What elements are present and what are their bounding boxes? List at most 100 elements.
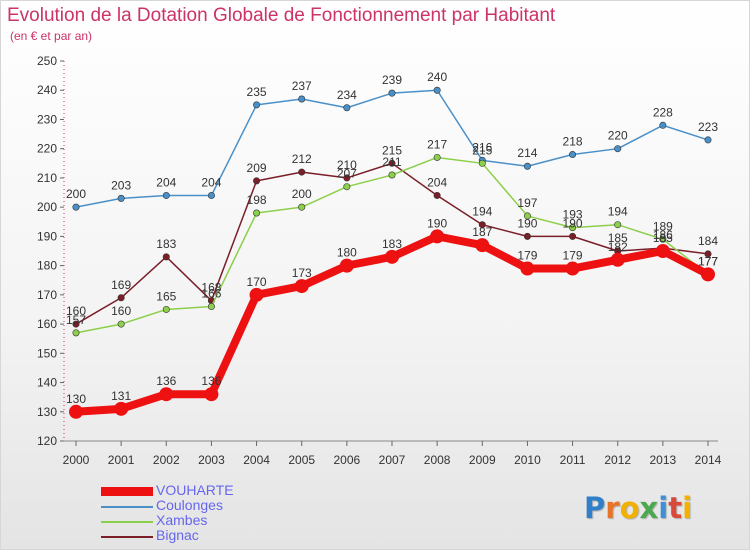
x-tick-label: 2009 (469, 453, 496, 467)
data-point-vouharte (159, 387, 174, 402)
data-label-vouharte: 187 (472, 225, 492, 239)
data-point-xambes (478, 159, 486, 167)
data-point-xambes (298, 203, 306, 211)
data-point-vouharte (655, 244, 670, 258)
data-label-xambes: 217 (427, 137, 447, 151)
data-label-bignac: 194 (472, 205, 492, 219)
data-label-bignac: 209 (247, 161, 267, 175)
data-label-xambes: 215 (472, 143, 492, 157)
data-point-xambes (569, 224, 577, 232)
data-label-bignac: 184 (698, 234, 718, 248)
data-point-vouharte (565, 261, 580, 276)
data-point-vouharte (249, 287, 264, 302)
data-point-vouharte (114, 401, 129, 416)
series-vouharte (69, 229, 715, 419)
y-tick-label: 180 (37, 259, 57, 273)
series-bignac (72, 159, 712, 328)
data-point-bignac (253, 177, 261, 185)
x-tick-label: 2013 (650, 453, 677, 467)
data-label-vouharte: 185 (653, 231, 673, 245)
data-point-xambes (162, 305, 170, 313)
x-tick-label: 2008 (424, 453, 451, 467)
data-label-xambes: 193 (563, 208, 583, 222)
data-point-bignac (72, 320, 80, 328)
x-tick-label: 2000 (63, 453, 90, 467)
data-label-bignac: 215 (382, 143, 402, 157)
data-label-vouharte: 136 (201, 374, 221, 388)
data-label-bignac: 183 (156, 237, 176, 251)
series-layer (69, 86, 715, 419)
data-label-coulonges: 228 (653, 105, 673, 119)
data-point-bignac (117, 294, 125, 302)
legend-swatch-vouharte (101, 487, 153, 496)
data-label-xambes: 177 (698, 254, 718, 268)
y-tick-label: 210 (37, 171, 57, 185)
legend-label-coulonges: Coulonges (156, 497, 223, 513)
x-tick-label: 2005 (288, 453, 315, 467)
data-label-bignac: 190 (563, 216, 583, 230)
data-point-coulonges (343, 104, 351, 112)
data-point-coulonges (433, 86, 441, 94)
proxiti-logo: Proxiti (584, 491, 692, 525)
legend-swatch-xambes (101, 520, 153, 523)
data-label-coulonges: 240 (427, 70, 447, 84)
legend-label-vouharte: VOUHARTE (156, 482, 234, 498)
data-label-coulonges: 203 (111, 178, 131, 192)
x-tick-label: 2012 (604, 453, 631, 467)
y-tick-label: 120 (37, 434, 57, 448)
y-tick-label: 230 (37, 112, 57, 126)
legend-swatch-coulonges (101, 505, 153, 508)
data-point-vouharte (385, 249, 399, 264)
data-label-coulonges: 214 (517, 146, 537, 160)
data-point-vouharte (475, 238, 490, 253)
data-point-bignac (298, 168, 306, 176)
data-label-coulonges: 204 (156, 175, 176, 189)
data-point-vouharte (339, 258, 354, 273)
data-point-coulonges (614, 145, 622, 153)
data-point-coulonges (523, 162, 531, 170)
data-label-bignac: 185 (608, 231, 628, 245)
data-point-bignac (704, 250, 712, 258)
x-tick-label: 2010 (514, 453, 541, 467)
data-label-xambes: 157 (66, 313, 86, 327)
data-point-bignac (162, 253, 170, 261)
data-label-coulonges: 235 (247, 85, 267, 99)
data-point-xambes (117, 320, 125, 328)
data-label-xambes: 200 (292, 187, 312, 201)
data-point-xambes (523, 212, 531, 220)
data-label-xambes: 160 (111, 304, 131, 318)
data-label-bignac: 168 (201, 281, 221, 295)
x-tick-label: 2004 (243, 453, 270, 467)
data-label-vouharte: 190 (427, 216, 447, 230)
y-tick-label: 130 (37, 405, 57, 419)
data-point-vouharte (610, 252, 625, 267)
x-tick-label: 2014 (695, 453, 722, 467)
data-label-vouharte: 180 (337, 246, 357, 260)
legend-label-bignac: Bignac (156, 527, 199, 543)
data-point-vouharte (69, 404, 83, 419)
data-point-xambes (614, 221, 622, 229)
axes: 1201301401501601701801902002102202302402… (37, 54, 722, 467)
data-point-xambes (72, 329, 80, 337)
data-label-coulonges: 216 (472, 140, 492, 154)
x-tick-label: 2006 (334, 453, 361, 467)
data-label-vouharte: 182 (608, 240, 628, 254)
data-point-coulonges (659, 121, 667, 129)
data-point-bignac (388, 159, 396, 167)
data-label-xambes: 189 (653, 219, 673, 233)
data-label-vouharte: 177 (698, 254, 718, 268)
series-xambes (72, 153, 712, 337)
data-label-xambes: 165 (156, 289, 176, 303)
data-label-vouharte: 173 (292, 266, 312, 280)
data-label-bignac: 210 (337, 158, 357, 172)
data-point-bignac (433, 191, 441, 199)
logo-letter: i (682, 491, 693, 525)
x-tick-label: 2002 (153, 453, 180, 467)
data-label-vouharte: 183 (382, 237, 402, 251)
data-point-vouharte (520, 261, 535, 276)
data-point-xambes (207, 303, 215, 311)
data-label-vouharte: 179 (517, 249, 537, 263)
data-label-bignac: 212 (292, 152, 312, 166)
